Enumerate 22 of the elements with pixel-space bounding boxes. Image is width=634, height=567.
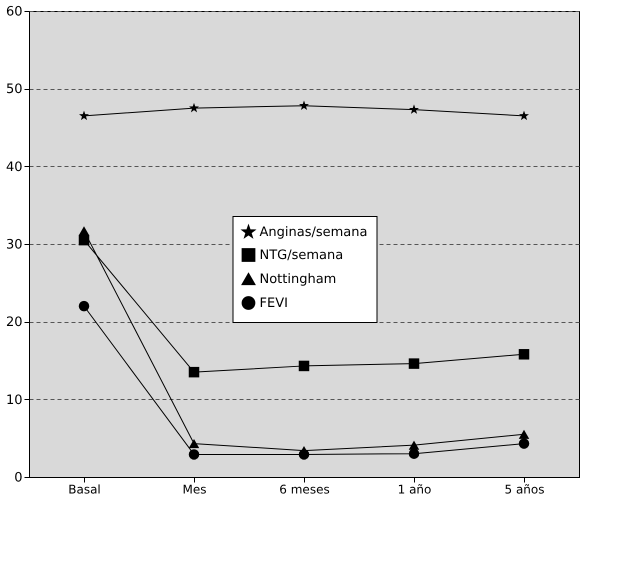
legend-label: Nottingham bbox=[260, 272, 336, 288]
point bbox=[518, 349, 530, 360]
x-tick-label: Mes bbox=[182, 482, 206, 496]
y-tick-label: 60 bbox=[6, 4, 22, 20]
y-tick-label: 0 bbox=[14, 470, 22, 486]
point bbox=[518, 438, 530, 449]
y-tick-label: 20 bbox=[6, 315, 22, 330]
y-tick-label: 50 bbox=[6, 82, 22, 98]
point bbox=[518, 430, 530, 439]
legend-label: Anginas/semana bbox=[260, 225, 368, 240]
point bbox=[519, 110, 529, 120]
point bbox=[79, 110, 89, 120]
y-tick-label: 30 bbox=[6, 238, 22, 252]
point bbox=[78, 300, 90, 312]
legend-label: NTG/semana bbox=[260, 248, 344, 264]
y-tick-label: 10 bbox=[6, 392, 22, 408]
x-tick-label: 6 meses bbox=[279, 482, 330, 496]
x-tick-label: 1 año bbox=[398, 482, 432, 496]
y-tick-label: 40 bbox=[6, 160, 22, 175]
x-tick-label: 5 años bbox=[504, 482, 545, 496]
x-tick-label: Basal bbox=[68, 482, 101, 496]
legend-label: FEVI bbox=[260, 296, 288, 312]
